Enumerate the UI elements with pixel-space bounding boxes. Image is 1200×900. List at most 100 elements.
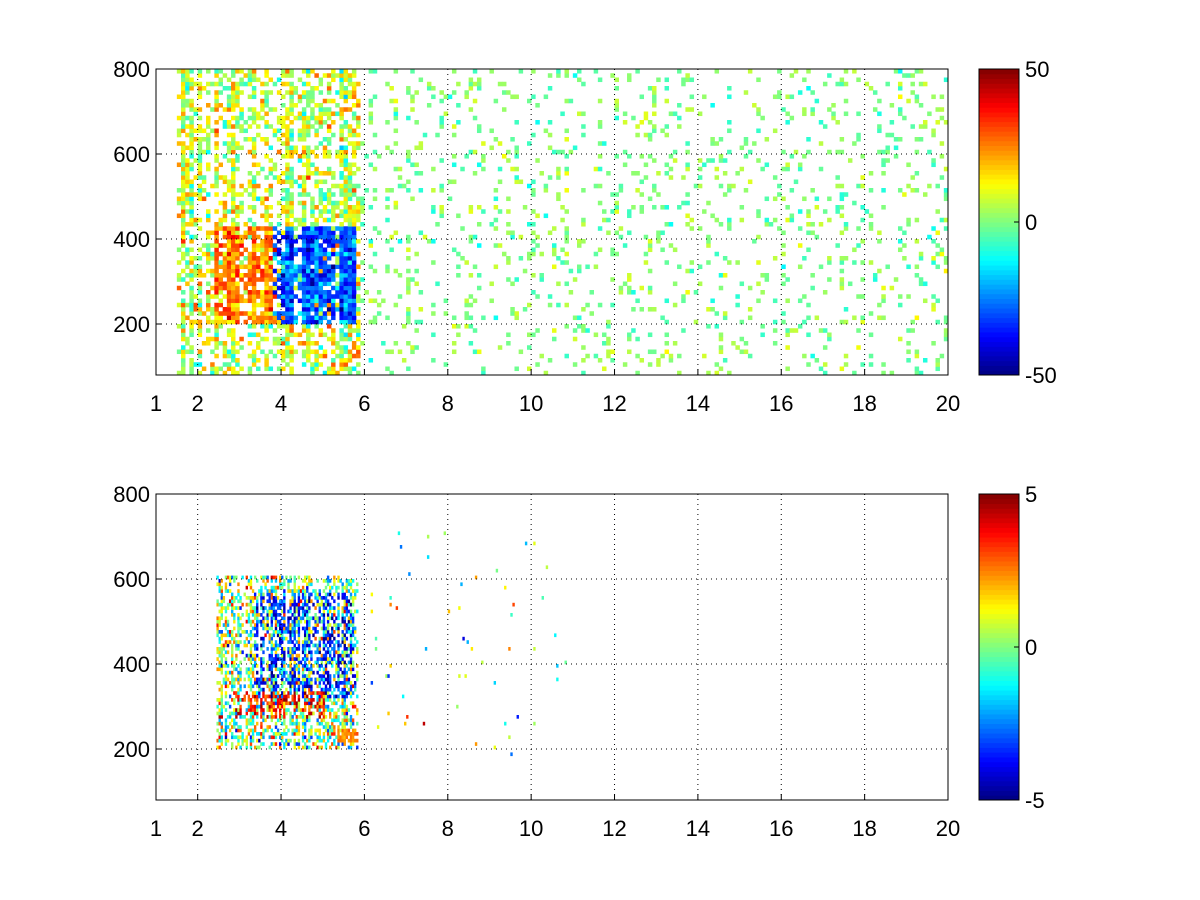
heatmap-cell bbox=[226, 315, 232, 321]
heatmap-cell bbox=[337, 640, 340, 644]
heatmap-cell bbox=[310, 230, 315, 236]
heatmap-cell bbox=[293, 657, 296, 661]
heatmap-cell bbox=[943, 188, 948, 193]
heatmap-cell bbox=[339, 667, 342, 672]
heatmap-cell bbox=[260, 256, 265, 261]
heatmap-cell bbox=[235, 247, 240, 253]
heatmap-cell bbox=[343, 243, 349, 248]
heatmap-cell bbox=[214, 107, 219, 112]
heatmap-cell bbox=[262, 606, 265, 610]
heatmap-cell bbox=[310, 341, 315, 346]
heatmap-cell bbox=[218, 589, 221, 593]
heatmap-cell bbox=[406, 307, 411, 312]
heatmap-cell bbox=[493, 264, 499, 270]
heatmap-cell bbox=[222, 192, 228, 197]
heatmap-cell bbox=[439, 183, 444, 189]
heatmap-cell bbox=[260, 315, 265, 321]
heatmap-cell bbox=[727, 86, 732, 91]
heatmap-cell bbox=[343, 94, 349, 100]
heatmap-cell bbox=[314, 315, 319, 321]
heatmap-cell bbox=[176, 247, 182, 253]
heatmap-cell bbox=[639, 154, 645, 159]
heatmap-cell bbox=[310, 640, 313, 644]
heatmap-cell bbox=[328, 735, 332, 740]
heatmap-cell bbox=[635, 353, 640, 359]
heatmap-cell bbox=[264, 98, 269, 104]
heatmap-cell bbox=[220, 698, 223, 702]
heatmap-cell bbox=[331, 209, 336, 214]
heatmap-cell bbox=[316, 721, 319, 726]
heatmap-cell bbox=[664, 86, 670, 91]
heatmap-cell bbox=[189, 120, 194, 125]
heatmap-cell bbox=[283, 657, 286, 661]
heatmap-cell bbox=[293, 626, 296, 631]
heatmap-cell bbox=[927, 234, 932, 240]
heatmap-cell bbox=[333, 677, 336, 682]
heatmap-cell bbox=[539, 273, 544, 278]
heatmap-cell bbox=[253, 613, 257, 617]
heatmap-cell bbox=[306, 94, 311, 100]
colorbar-segment bbox=[979, 73, 1019, 80]
heatmap-cell bbox=[193, 158, 198, 163]
heatmap-cell bbox=[226, 239, 232, 244]
heatmap-cell bbox=[264, 260, 269, 265]
heatmap-cell bbox=[297, 268, 303, 274]
heatmap-cell bbox=[197, 328, 203, 333]
heatmap-cell bbox=[258, 592, 261, 597]
heatmap-cell bbox=[233, 677, 236, 682]
heatmap-cell bbox=[251, 154, 257, 159]
heatmap-cell bbox=[176, 188, 182, 193]
heatmap-cell bbox=[266, 704, 269, 709]
heatmap-cell bbox=[297, 285, 303, 291]
heatmap-cell bbox=[333, 698, 336, 702]
heatmap-cell bbox=[256, 653, 259, 658]
heatmap-cell bbox=[289, 81, 294, 87]
heatmap-cell bbox=[333, 609, 336, 614]
heatmap-cell bbox=[627, 154, 632, 159]
heatmap-cell bbox=[431, 302, 436, 308]
heatmap-cell bbox=[276, 606, 280, 610]
heatmap-cell bbox=[285, 725, 288, 729]
heatmap-cell bbox=[318, 328, 324, 333]
heatmap-cell bbox=[214, 69, 219, 74]
heatmap-cell bbox=[231, 222, 236, 227]
heatmap-cell bbox=[347, 302, 353, 308]
heatmap-cell bbox=[314, 166, 319, 172]
heatmap-cell bbox=[293, 613, 296, 617]
heatmap-cell bbox=[308, 626, 311, 631]
heatmap-cell bbox=[677, 205, 682, 210]
heatmap-cell bbox=[218, 277, 223, 282]
heatmap-cell bbox=[281, 294, 286, 299]
heatmap-cell bbox=[239, 273, 244, 278]
heatmap-cell bbox=[210, 230, 215, 236]
heatmap-cell bbox=[176, 200, 182, 206]
heatmap-cell bbox=[343, 124, 349, 129]
heatmap-cell bbox=[341, 674, 344, 678]
heatmap-cell bbox=[314, 277, 319, 282]
heatmap-cell bbox=[274, 677, 278, 682]
heatmap-cell bbox=[299, 660, 303, 665]
heatmap-cell bbox=[306, 341, 311, 346]
heatmap-cell bbox=[214, 243, 219, 248]
heatmap-cell bbox=[293, 681, 296, 685]
heatmap-cell bbox=[531, 230, 536, 236]
heatmap-cell bbox=[312, 698, 315, 702]
heatmap-cell bbox=[274, 616, 278, 621]
heatmap-cell bbox=[181, 298, 186, 304]
heatmap-cell bbox=[614, 103, 619, 108]
heatmap-cell bbox=[285, 90, 290, 95]
heatmap-cell bbox=[685, 141, 690, 146]
heatmap-cell bbox=[910, 73, 915, 78]
heatmap-cell bbox=[347, 285, 353, 291]
heatmap-cell bbox=[220, 742, 223, 746]
heatmap-cell bbox=[822, 362, 828, 367]
heatmap-cell bbox=[293, 623, 296, 627]
y-tick-label: 800 bbox=[113, 57, 150, 82]
heatmap-cell bbox=[228, 630, 232, 634]
heatmap-cell bbox=[289, 623, 292, 627]
heatmap-cell bbox=[176, 128, 182, 134]
heatmap-cell bbox=[249, 718, 253, 723]
heatmap-cell bbox=[222, 141, 228, 146]
heatmap-cell bbox=[310, 281, 315, 287]
heatmap-cell bbox=[326, 336, 332, 342]
